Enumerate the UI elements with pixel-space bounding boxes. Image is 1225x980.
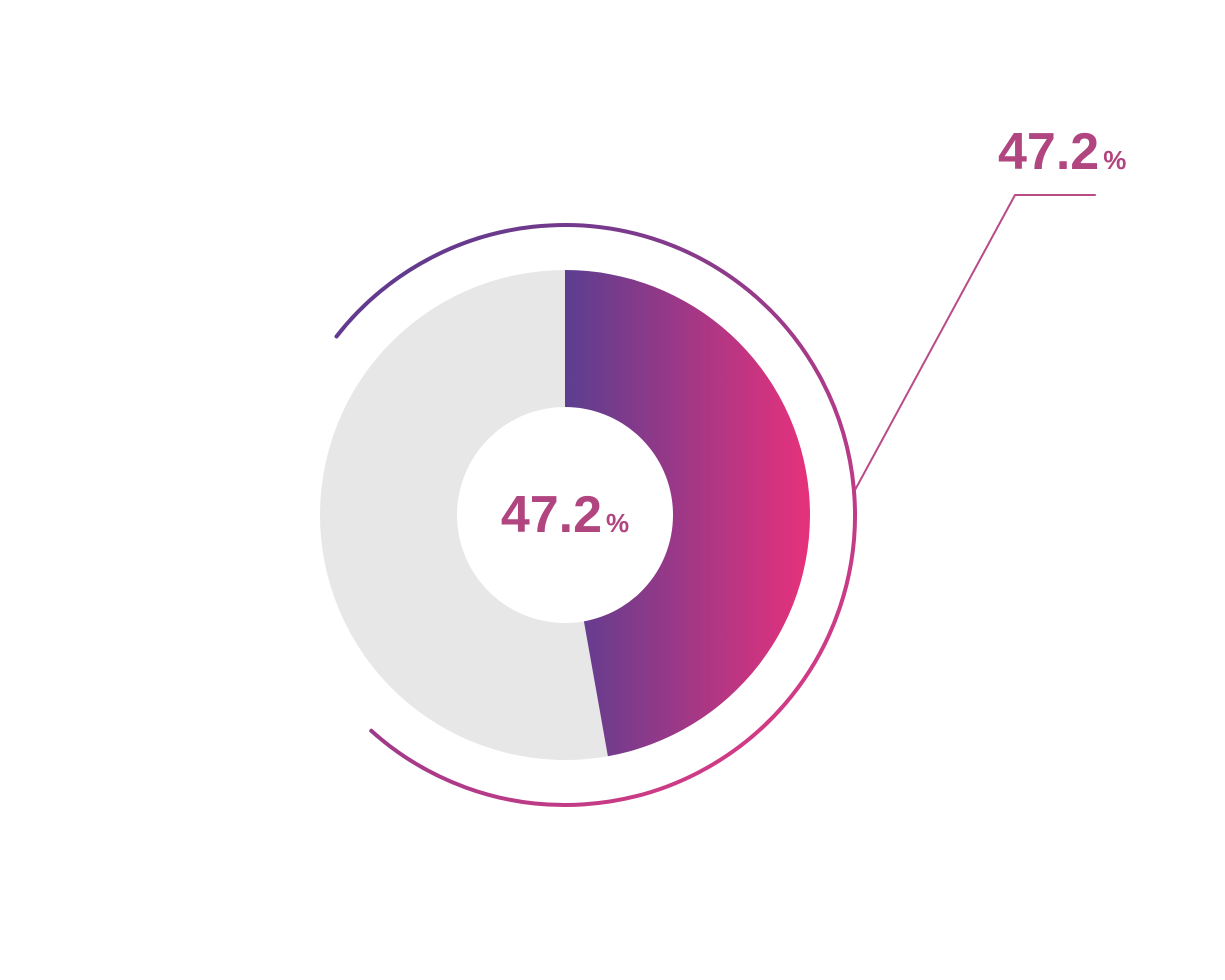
callout-leader-line: [855, 195, 1095, 490]
callout-percentage-symbol: %: [1103, 145, 1126, 176]
center-percentage-symbol: %: [606, 508, 629, 539]
callout-percentage-label: 47.2%: [998, 122, 1126, 182]
callout-percentage-value: 47.2: [998, 122, 1099, 182]
center-percentage-label: 47.2%: [501, 485, 629, 545]
percentage-donut-chart: 47.2% 47.2%: [0, 0, 1225, 980]
center-percentage-value: 47.2: [501, 485, 602, 545]
